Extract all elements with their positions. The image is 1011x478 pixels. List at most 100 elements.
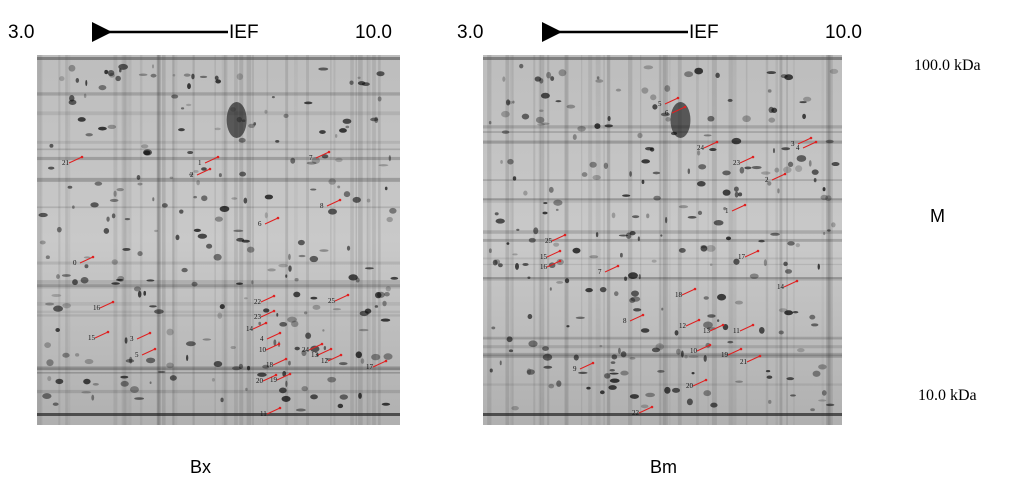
protein-spot <box>628 272 638 279</box>
protein-spot <box>629 297 636 303</box>
protein-spot <box>599 390 605 395</box>
arrow-tip <box>276 216 280 220</box>
spot-arrow <box>326 199 341 207</box>
band <box>37 285 400 289</box>
streak <box>355 55 357 425</box>
protein-spot <box>542 346 549 351</box>
protein-spot <box>770 232 780 236</box>
protein-spot <box>825 403 835 407</box>
protein-spot <box>749 273 759 279</box>
protein-spot <box>342 118 352 124</box>
spot-arrow <box>604 265 619 273</box>
protein-spot <box>678 248 686 253</box>
protein-spot <box>124 337 128 344</box>
protein-spot <box>803 96 812 102</box>
protein-spot <box>273 339 277 346</box>
spot-arrow <box>703 141 718 149</box>
protein-spot <box>811 169 819 175</box>
protein-spot <box>122 247 131 251</box>
protein-spot <box>697 210 703 216</box>
spot-label: 5 <box>135 351 139 359</box>
protein-spot <box>537 123 546 126</box>
protein-spot <box>382 300 387 307</box>
streak <box>588 55 593 425</box>
spot-arrow <box>546 260 561 268</box>
band <box>37 389 400 394</box>
protein-spot <box>640 404 649 409</box>
protein-spot <box>248 123 256 128</box>
protein-spot <box>703 134 712 137</box>
protein-spot <box>631 215 640 219</box>
protein-spot <box>581 172 588 177</box>
protein-spot <box>498 263 503 268</box>
protein-spot <box>611 212 616 219</box>
spot-label: 6 <box>665 109 669 117</box>
streak <box>668 55 671 425</box>
protein-spot <box>136 175 141 181</box>
protein-spot <box>817 263 820 270</box>
protein-spot <box>183 73 191 77</box>
protein-spot <box>717 293 727 301</box>
protein-spot <box>264 109 268 114</box>
protein-spot <box>494 212 499 216</box>
arrow-tip <box>783 172 787 176</box>
protein-spot <box>783 166 792 174</box>
protein-spot <box>533 227 539 235</box>
streak <box>113 55 118 425</box>
protein-spot <box>138 73 148 77</box>
protein-spot <box>62 302 72 309</box>
protein-spot <box>787 161 794 167</box>
protein-spot <box>94 181 103 186</box>
protein-spot <box>734 191 739 198</box>
streak <box>775 55 779 425</box>
streak <box>172 55 178 425</box>
band <box>483 198 842 201</box>
protein-spot <box>825 139 834 144</box>
protein-spot <box>55 328 60 333</box>
protein-spot <box>120 375 129 379</box>
gel-background <box>483 55 842 425</box>
protein-spot <box>629 357 636 360</box>
spot-arrow <box>308 343 323 351</box>
arrow-tip <box>320 342 324 346</box>
protein-spot <box>301 349 307 357</box>
spot-arrow <box>266 332 281 340</box>
protein-spot <box>348 274 358 281</box>
protein-spot <box>543 201 548 205</box>
protein-spot <box>335 157 343 163</box>
spot-label: 25 <box>545 237 553 245</box>
protein-spot <box>150 73 157 78</box>
protein-spot <box>609 369 615 372</box>
protein-spot <box>214 75 219 81</box>
streak <box>65 55 68 425</box>
protein-spot <box>542 353 553 361</box>
arrow-tip <box>384 359 388 363</box>
protein-spot <box>287 316 297 323</box>
streak <box>511 55 514 425</box>
arrow-tip <box>739 347 743 351</box>
protein-spot <box>553 242 560 247</box>
protein-spot <box>337 185 341 189</box>
protein-spot <box>489 368 493 373</box>
protein-spot <box>171 94 179 99</box>
protein-spot <box>386 216 393 223</box>
spot-label: 22 <box>254 298 262 306</box>
protein-spot <box>53 305 63 312</box>
arrow-tip <box>284 357 288 361</box>
streak <box>246 55 252 425</box>
streak <box>640 55 642 425</box>
streak <box>745 55 748 425</box>
streak <box>157 55 160 425</box>
protein-spot <box>645 392 656 398</box>
spot-label: 20 <box>686 382 694 390</box>
protein-spot <box>723 207 727 211</box>
protein-spot <box>316 353 319 357</box>
band <box>37 314 400 317</box>
protein-spot <box>566 325 570 328</box>
protein-spot <box>334 133 338 138</box>
streak <box>366 55 371 425</box>
spot-label: 16 <box>540 263 548 271</box>
protein-spot <box>276 312 279 317</box>
spot-label: 3 <box>791 140 795 148</box>
